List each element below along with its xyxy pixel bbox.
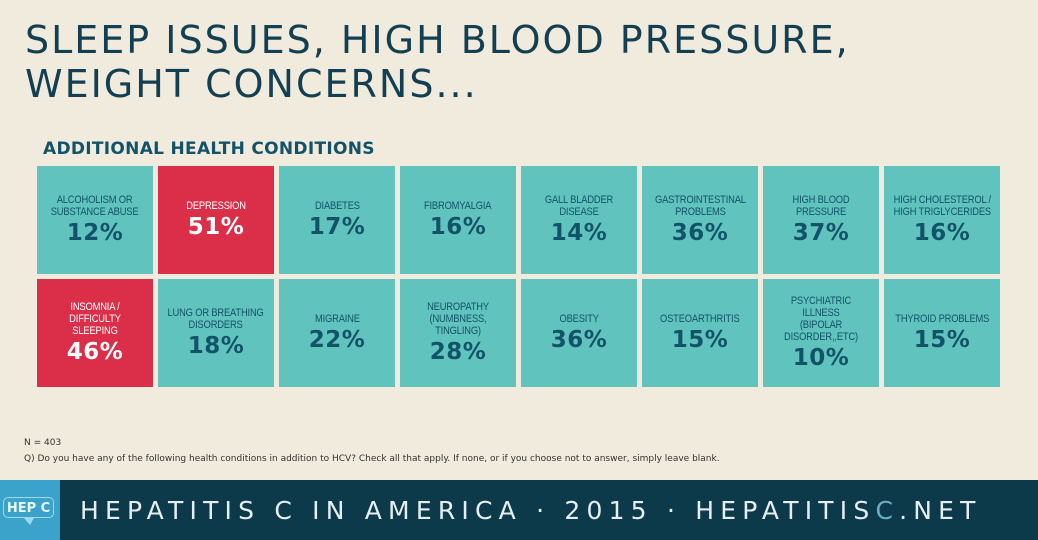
condition-label: HIGH BLOOD PRESSURE bbox=[792, 193, 850, 218]
condition-tile: HIGH CHOLESTEROL / HIGH TRIGLYCERIDES 16% bbox=[884, 166, 1000, 274]
footer-tagline: HEPATITIS C IN AMERICA · 2015 · HEPATITI… bbox=[80, 496, 982, 525]
condition-percent: 36% bbox=[550, 326, 608, 353]
condition-tile: OBESITY 36% bbox=[521, 279, 637, 387]
condition-percent: 36% bbox=[671, 219, 729, 246]
condition-label: DEPRESSION bbox=[186, 199, 246, 212]
section-heading: ADDITIONAL HEALTH CONDITIONS bbox=[43, 139, 375, 159]
conditions-grid: ALCOHOLISM OR SUBSTANCE ABUSE 12% DEPRESSI… bbox=[37, 166, 1000, 387]
condition-tile: HIGH BLOOD PRESSURE 37% bbox=[763, 166, 879, 274]
condition-label: ALCOHOLISM OR SUBSTANCE ABUSE bbox=[51, 193, 139, 218]
page-title: SLEEP ISSUES, HIGH BLOOD PRESSURE, WEIGH… bbox=[25, 18, 850, 106]
condition-label: OSTEOARTHRITIS bbox=[660, 312, 740, 325]
condition-percent: 14% bbox=[550, 219, 608, 246]
speech-bubble-icon: HEP C bbox=[3, 497, 54, 518]
survey-question: Q) Do you have any of the following heal… bbox=[24, 454, 720, 464]
condition-percent: 46% bbox=[66, 338, 124, 365]
condition-percent: 10% bbox=[792, 344, 850, 371]
condition-label: HIGH CHOLESTEROL / HIGH TRIGLYCERIDES bbox=[893, 193, 991, 218]
condition-label: DIABETES bbox=[314, 199, 360, 212]
condition-tile: FIBROMYALGIA 16% bbox=[400, 166, 516, 274]
title-line-2: WEIGHT CONCERNS... bbox=[25, 62, 478, 106]
condition-percent: 15% bbox=[671, 326, 729, 353]
footer-text-accent: C bbox=[875, 496, 900, 525]
condition-label: OBESITY bbox=[559, 312, 599, 325]
condition-percent: 17% bbox=[308, 213, 366, 240]
condition-percent: 22% bbox=[308, 326, 366, 353]
condition-tile: ALCOHOLISM OR SUBSTANCE ABUSE 12% bbox=[37, 166, 153, 274]
footer-bar: HEP C HEPATITIS C IN AMERICA · 2015 · HE… bbox=[0, 480, 1038, 540]
condition-tile: DEPRESSION 51% bbox=[158, 166, 274, 274]
condition-label: LUNG OR BREATHING DISORDERS bbox=[167, 306, 265, 331]
condition-percent: 28% bbox=[429, 338, 487, 365]
condition-percent: 16% bbox=[913, 219, 971, 246]
condition-tile: LUNG OR BREATHING DISORDERS 18% bbox=[158, 279, 274, 387]
condition-tile: OSTEOARTHRITIS 15% bbox=[642, 279, 758, 387]
footer-text-end: .NET bbox=[899, 496, 982, 525]
condition-tile: GALL BLADDER DISEASE 14% bbox=[521, 166, 637, 274]
condition-label: PSYCHIATRIC ILLNESS (BIPOLAR DISORDER,,E… bbox=[783, 294, 858, 343]
condition-label: MIGRAINE bbox=[314, 312, 360, 325]
speech-bubble-tail-icon bbox=[24, 518, 34, 525]
condition-tile: INSOMNIA / DIFFICULTY SLEEPING 46% bbox=[37, 279, 153, 387]
condition-percent: 15% bbox=[913, 326, 971, 353]
title-line-1: SLEEP ISSUES, HIGH BLOOD PRESSURE, bbox=[25, 18, 850, 62]
condition-label: THYROID PROBLEMS bbox=[895, 312, 989, 325]
hepc-logo[interactable]: HEP C bbox=[0, 480, 60, 540]
condition-percent: 16% bbox=[429, 213, 487, 240]
condition-label: GALL BLADDER DISEASE bbox=[544, 193, 614, 218]
condition-percent: 51% bbox=[187, 213, 245, 240]
condition-percent: 18% bbox=[187, 332, 245, 359]
condition-percent: 12% bbox=[66, 219, 124, 246]
condition-label: NEUROPATHY (NUMBNESS, TINGLING) bbox=[427, 300, 489, 337]
condition-label: GASTROINTESTINAL PROBLEMS bbox=[654, 193, 746, 218]
condition-tile: GASTROINTESTINAL PROBLEMS 36% bbox=[642, 166, 758, 274]
condition-tile: THYROID PROBLEMS 15% bbox=[884, 279, 1000, 387]
condition-tile: DIABETES 17% bbox=[279, 166, 395, 274]
condition-tile: NEUROPATHY (NUMBNESS, TINGLING) 28% bbox=[400, 279, 516, 387]
condition-label: FIBROMYALGIA bbox=[424, 199, 492, 212]
sample-size: N = 403 bbox=[24, 438, 62, 448]
condition-percent: 37% bbox=[792, 219, 850, 246]
condition-tile: MIGRAINE 22% bbox=[279, 279, 395, 387]
footer-text-main: HEPATITIS C IN AMERICA · 2015 · HEPATITI… bbox=[80, 496, 876, 525]
condition-label: INSOMNIA / DIFFICULTY SLEEPING bbox=[69, 300, 121, 337]
condition-tile: PSYCHIATRIC ILLNESS (BIPOLAR DISORDER,,E… bbox=[763, 279, 879, 387]
